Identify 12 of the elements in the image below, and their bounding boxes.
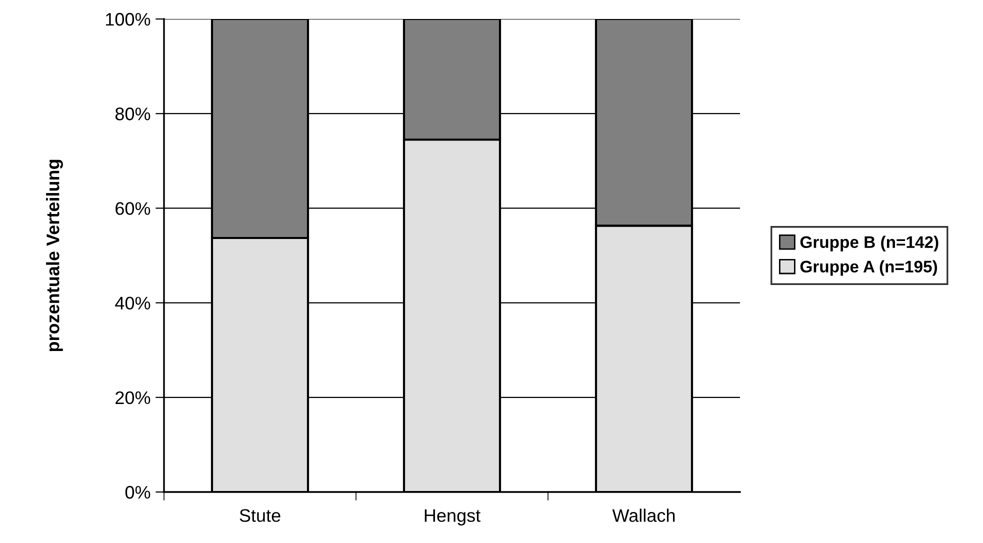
y-tick-label: 100%: [106, 12, 150, 26]
legend-label: Gruppe B (n=142): [800, 236, 938, 252]
y-axis-title: prozentuale Verteilung: [46, 160, 63, 352]
x-tick-label: Hengst: [424, 509, 480, 526]
x-tick-label: Stute: [240, 509, 280, 522]
y-tick-label: 60%: [116, 202, 150, 215]
x-tick-label: Wallach: [612, 508, 675, 522]
y-tick-label: 0%: [125, 486, 150, 499]
y-tick-label: 80%: [115, 108, 150, 120]
legend-label: Gruppe A (n=195): [800, 260, 938, 276]
y-tick-label: 40%: [115, 296, 150, 310]
y-tick-label: 20%: [116, 391, 150, 404]
